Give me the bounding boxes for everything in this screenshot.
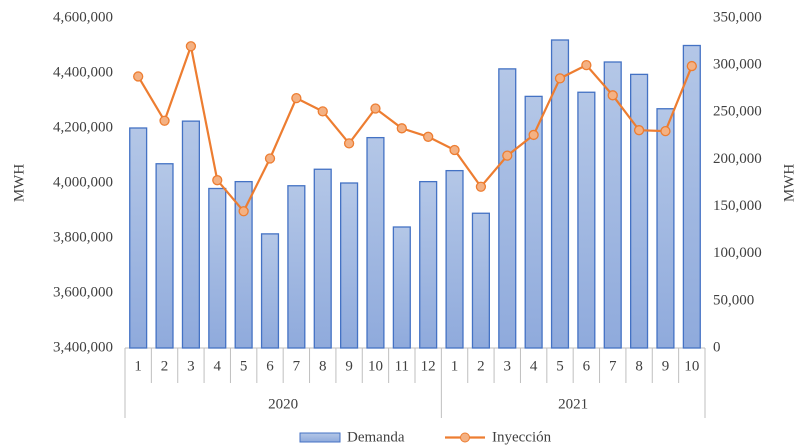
bar xyxy=(260,233,280,349)
bar xyxy=(129,127,148,349)
marker xyxy=(502,150,513,161)
legend-swatch xyxy=(299,432,341,443)
x-tick-label: 6 xyxy=(266,358,274,374)
legend-label: Inyección xyxy=(492,429,552,445)
bar xyxy=(366,136,385,349)
x-tick-label: 2 xyxy=(477,358,485,374)
x-tick-label: 9 xyxy=(345,358,353,374)
y2-tick-label: 300,000 xyxy=(713,57,762,73)
x-tick-label: 7 xyxy=(293,358,301,374)
x-tick-label: 8 xyxy=(635,358,643,374)
x-tick-label: 11 xyxy=(395,358,409,374)
bar xyxy=(656,108,675,349)
y-axis-title: MWH xyxy=(11,164,27,202)
bar xyxy=(682,44,701,349)
y2-tick-label: 250,000 xyxy=(713,104,762,120)
marker xyxy=(475,181,487,192)
y2-tick-label: 0 xyxy=(713,339,721,355)
x-tick-label: 5 xyxy=(556,358,564,374)
x-tick-label: 8 xyxy=(319,358,327,374)
bar xyxy=(603,61,622,349)
group-label: 2020 xyxy=(268,396,298,412)
marker xyxy=(370,103,381,114)
x-tick-label: 1 xyxy=(451,358,459,374)
marker xyxy=(159,115,170,126)
x-tick-label: 7 xyxy=(609,358,617,374)
x-tick-label: 4 xyxy=(530,358,538,374)
bar xyxy=(498,68,517,349)
bar xyxy=(392,226,411,349)
y2-tick-label: 350,000 xyxy=(713,9,762,25)
bar xyxy=(630,73,649,349)
marker xyxy=(554,73,566,84)
bar xyxy=(155,163,174,349)
x-tick-label: 4 xyxy=(214,358,222,374)
line xyxy=(137,42,693,214)
marker xyxy=(343,138,355,149)
bar xyxy=(234,180,253,349)
marker xyxy=(686,60,697,72)
marker xyxy=(212,175,223,186)
y-tick-label: 4,600,000 xyxy=(53,9,113,25)
marker xyxy=(423,131,434,142)
y-tick-label: 3,400,000 xyxy=(53,339,113,355)
marker xyxy=(133,71,144,82)
y2-axis-title: MWH xyxy=(781,164,797,202)
y2-tick-label: 150,000 xyxy=(713,198,762,214)
y-tick-label: 4,200,000 xyxy=(53,119,113,135)
bar xyxy=(577,91,596,349)
marker xyxy=(291,92,302,104)
bar xyxy=(419,180,438,349)
legend-marker xyxy=(460,432,470,443)
x-tick-label: 6 xyxy=(583,358,591,374)
y-tick-label: 3,600,000 xyxy=(53,284,113,300)
marker xyxy=(660,125,671,137)
x-tick-label: 3 xyxy=(187,358,195,374)
x-tick-label: 2 xyxy=(161,358,169,374)
legend-label: Demanda xyxy=(347,429,405,445)
y-tick-label: 4,000,000 xyxy=(53,174,113,190)
bar xyxy=(524,95,543,349)
x-tick-label: 12 xyxy=(421,358,436,374)
bar xyxy=(313,168,332,349)
marker xyxy=(238,206,249,217)
marker xyxy=(264,153,276,164)
marker xyxy=(528,129,539,141)
marker xyxy=(185,41,197,52)
marker xyxy=(633,125,645,136)
x-tick-label: 3 xyxy=(504,358,512,374)
x-tick-label: 10 xyxy=(684,358,699,374)
group-label: 2021 xyxy=(558,396,588,412)
marker xyxy=(449,144,460,156)
marker xyxy=(317,106,328,117)
bar xyxy=(208,187,227,349)
x-tick-label: 10 xyxy=(368,358,383,374)
bar xyxy=(181,120,200,349)
y-tick-label: 3,800,000 xyxy=(53,229,113,245)
bar xyxy=(471,212,490,349)
marker xyxy=(607,90,618,101)
x-tick-label: 9 xyxy=(662,358,670,374)
y2-tick-label: 50,000 xyxy=(713,292,754,308)
marker xyxy=(396,123,407,134)
y2-tick-label: 100,000 xyxy=(713,245,762,261)
bar xyxy=(287,185,306,349)
bar xyxy=(445,169,464,349)
y-tick-label: 4,400,000 xyxy=(53,64,113,80)
y2-tick-label: 200,000 xyxy=(713,151,762,167)
marker xyxy=(581,59,592,71)
x-tick-label: 5 xyxy=(240,358,248,374)
bar xyxy=(340,182,359,349)
bar xyxy=(550,39,570,349)
x-tick-label: 1 xyxy=(134,358,142,374)
